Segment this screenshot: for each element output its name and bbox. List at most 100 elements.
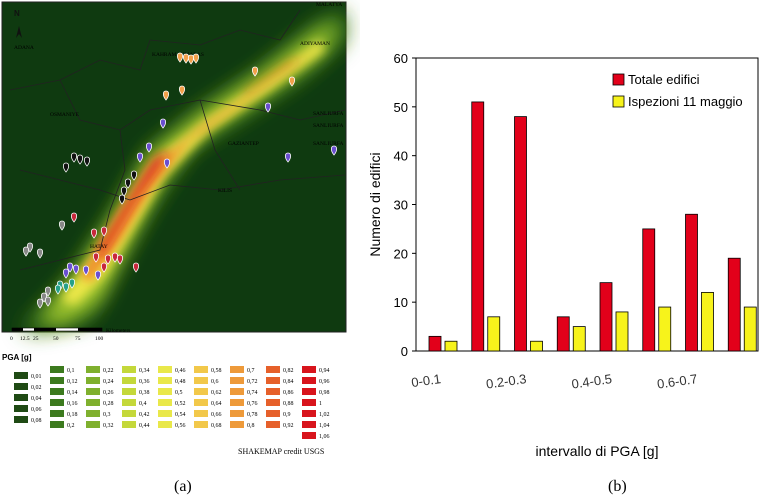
building-marker — [94, 270, 102, 281]
legend-label: 0,88 — [283, 401, 294, 407]
legend-label: 0,46 — [175, 368, 186, 374]
legend-swatch — [230, 399, 244, 406]
legend-swatch — [266, 366, 280, 373]
pga-legend: 0,01 0,02 0,04 0,06 0,08 0,1 0,12 0,14 0,16 0,18 0… — [14, 366, 330, 440]
legend-label: 0,72 — [247, 379, 258, 385]
caption-b: (b) — [608, 478, 627, 495]
legend-swatch — [158, 388, 172, 395]
building-marker — [145, 142, 153, 153]
y-tick-label: 30 — [394, 198, 408, 213]
legend-label: 1 — [319, 401, 322, 407]
legend-swatch — [302, 410, 316, 417]
legend-label: 0,24 — [103, 379, 114, 385]
bar-totale-edifici — [599, 282, 613, 352]
legend-title: PGA [g] — [2, 353, 32, 362]
legend-swatch — [230, 410, 244, 417]
y-axis-label: Numero di edifici — [367, 152, 383, 256]
legend-swatch — [14, 383, 28, 390]
building-marker — [264, 102, 272, 113]
building-marker — [288, 76, 296, 87]
legend-swatch — [50, 410, 64, 417]
building-marker — [178, 85, 186, 96]
bar-totale-edifici — [642, 228, 656, 352]
y-tick-label: 20 — [394, 246, 408, 261]
building-marker — [36, 298, 44, 309]
building-marker — [70, 152, 78, 163]
x-tick-label: 0.4-0.5 — [571, 371, 613, 391]
scale-tick-0: 0 — [10, 336, 13, 342]
legend-swatch — [302, 388, 316, 395]
building-marker — [187, 54, 195, 65]
legend-swatch — [302, 399, 316, 406]
caption-a: (a) — [174, 478, 192, 495]
legend-label: 0,04 — [31, 396, 42, 402]
legend-label: 0,58 — [211, 368, 222, 374]
legend-swatch — [158, 377, 172, 384]
intensity-field — [20, 10, 345, 332]
building-marker — [44, 296, 52, 307]
legend-label: 0,28 — [103, 401, 114, 407]
legend-swatch — [86, 366, 100, 373]
legend-swatch — [158, 410, 172, 417]
city-label-malatya: MALATYA — [316, 2, 342, 8]
building-marker — [136, 152, 144, 163]
legend-swatch — [158, 366, 172, 373]
scale-bar: 0 12.5 25 50 75 100 Kilometers — [10, 327, 130, 342]
city-label-sanliurfa-3: SANLIURFA — [313, 141, 343, 147]
legend-swatch — [122, 377, 136, 384]
legend-label: 0,74 — [247, 390, 258, 396]
building-marker — [70, 212, 78, 223]
legend-label: 0,12 — [67, 379, 78, 385]
north-arrow: N — [14, 9, 22, 38]
legend-swatch — [86, 388, 100, 395]
legend-swatch — [14, 416, 28, 423]
building-marker — [62, 268, 70, 279]
legend-label: 0,2 — [67, 423, 75, 429]
building-marker — [100, 262, 108, 273]
city-label-hatay: HATAY — [90, 244, 108, 250]
legend-label: 0,16 — [67, 401, 78, 407]
bar-totale-edifici — [514, 116, 527, 352]
legend-swatch — [50, 366, 64, 373]
city-label-kilis: KILIS — [218, 188, 232, 194]
legend-label: 0,62 — [211, 390, 222, 396]
bar-ispezioni — [444, 340, 458, 352]
legend-swatch — [50, 388, 64, 395]
legend-label: 0,5 — [175, 390, 183, 396]
city-label-adana: ADANA — [14, 45, 34, 51]
legend-swatch — [158, 399, 172, 406]
city-label-sanliurfa-2: SANLIURFA — [313, 123, 343, 129]
scale-tick-12-5: 12.5 — [20, 336, 30, 342]
building-marker — [58, 220, 66, 231]
legend-label: 0,7 — [247, 368, 255, 374]
legend-label: 0,06 — [31, 407, 42, 413]
building-marker — [22, 246, 30, 257]
building-marker — [66, 262, 74, 273]
building-marker — [90, 228, 98, 239]
building-marker — [163, 158, 171, 169]
legend-label: 1,06 — [319, 434, 330, 440]
legend-label: 0,18 — [67, 412, 78, 418]
bar-totale-edifici — [556, 316, 570, 352]
legend-swatch — [194, 410, 208, 417]
legend-label: 0,8 — [247, 423, 255, 429]
legend-swatch — [14, 372, 28, 379]
city-label-adiyaman: ADIYAMAN — [300, 41, 330, 47]
bar-ispezioni — [487, 316, 501, 352]
city-label-osmaniye: OSMANIYE — [50, 112, 80, 118]
bar-ispezioni — [743, 306, 757, 352]
y-tick-label: 50 — [394, 100, 408, 115]
bar-ispezioni — [615, 311, 629, 352]
legend-label: 0,68 — [211, 423, 222, 429]
bar-chart: 0 10 20 30 40 50 60 0-0.1 0.2-0.3 0.4-0.5 0.6-0.7 N… — [367, 51, 759, 459]
legend-swatch — [86, 421, 100, 428]
legend-swatch — [194, 421, 208, 428]
legend-label: 0,48 — [175, 379, 186, 385]
legend-swatch — [266, 388, 280, 395]
x-tick-label: 0.2-0.3 — [485, 371, 527, 391]
legend-swatch — [122, 410, 136, 417]
building-marker — [62, 282, 70, 293]
legend-label: 0,14 — [67, 390, 78, 396]
building-marker — [54, 284, 62, 295]
bar-ispezioni — [530, 340, 543, 352]
